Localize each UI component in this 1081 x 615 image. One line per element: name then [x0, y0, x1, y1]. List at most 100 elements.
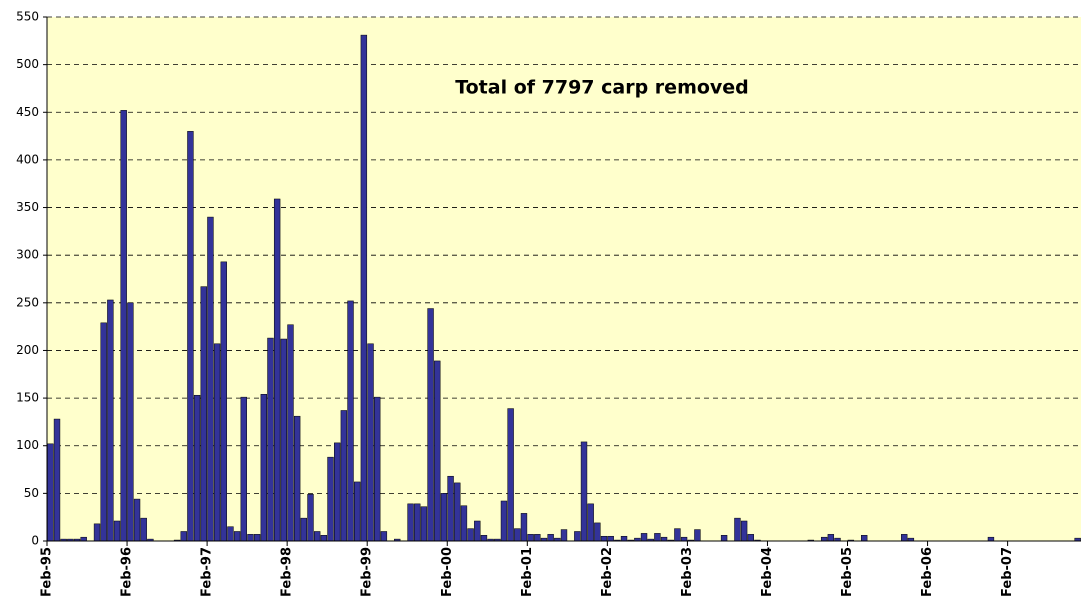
bar — [440, 493, 448, 542]
bar — [253, 534, 261, 542]
x-tick-label: Feb-97 — [200, 547, 215, 597]
bar — [367, 343, 374, 542]
bar — [720, 535, 728, 542]
bar — [694, 529, 701, 542]
bar — [514, 528, 521, 542]
bar — [347, 300, 354, 542]
bar — [360, 34, 368, 542]
bar — [287, 324, 294, 542]
bar — [300, 517, 308, 542]
bar — [740, 520, 748, 542]
y-tick-label: 350 — [16, 200, 39, 214]
x-tick-label: Feb-98 — [280, 547, 295, 597]
bar — [414, 503, 421, 542]
bar — [620, 535, 628, 542]
bar — [207, 216, 214, 542]
bar — [260, 394, 267, 542]
bar — [734, 517, 741, 542]
bar — [600, 535, 608, 542]
bar — [100, 322, 107, 542]
bar — [374, 396, 381, 542]
bar — [527, 534, 534, 542]
bar — [861, 535, 868, 542]
y-tick-label: 150 — [16, 391, 39, 405]
bar — [80, 536, 87, 542]
bar — [140, 517, 147, 542]
x-tick-label: Feb-99 — [360, 547, 375, 597]
bar — [334, 442, 341, 542]
x-tick-label: Feb-05 — [840, 547, 855, 597]
bar — [654, 533, 661, 542]
bar — [560, 529, 568, 542]
bar — [200, 286, 207, 542]
y-tick-label: 450 — [16, 105, 39, 119]
bar — [434, 360, 441, 542]
bar — [427, 308, 434, 542]
bar — [547, 534, 554, 542]
bar — [187, 131, 194, 542]
bar — [180, 531, 187, 542]
bar — [273, 198, 281, 542]
bar — [660, 536, 668, 542]
x-tick-label: Feb-03 — [680, 547, 695, 597]
x-tick-label: Feb-04 — [760, 547, 775, 597]
bar — [820, 536, 828, 542]
x-tick-label: Feb-07 — [1000, 547, 1015, 597]
bar — [574, 531, 581, 542]
bar — [113, 520, 121, 542]
y-tick-label: 50 — [24, 486, 39, 500]
bar — [193, 394, 201, 542]
bar — [320, 535, 328, 542]
bar — [901, 534, 908, 542]
bar — [380, 531, 388, 542]
bar — [680, 536, 688, 542]
bar — [53, 418, 61, 542]
bar — [240, 396, 247, 542]
bar — [247, 534, 254, 542]
bar — [534, 534, 541, 542]
bar — [827, 534, 835, 542]
bar — [447, 475, 454, 542]
bar — [127, 302, 134, 542]
x-tick-label: Feb-02 — [600, 547, 615, 597]
bar — [354, 481, 361, 542]
bar — [460, 505, 468, 542]
bar — [307, 494, 314, 542]
bar — [420, 506, 428, 542]
y-tick-label: 400 — [16, 152, 39, 166]
bar — [520, 513, 528, 542]
bar — [454, 482, 461, 542]
x-tick-label: Feb-06 — [920, 547, 935, 597]
bar — [474, 520, 481, 542]
y-tick-label: 500 — [16, 57, 39, 71]
bar — [93, 523, 101, 542]
y-tick-label: 0 — [31, 534, 39, 548]
bar — [580, 441, 588, 542]
bar — [607, 535, 614, 542]
bar — [133, 498, 141, 542]
y-tick-label: 250 — [16, 295, 39, 309]
bar — [594, 522, 601, 542]
x-tick-label: Feb-95 — [40, 547, 55, 597]
bar — [747, 534, 754, 542]
bar — [500, 500, 508, 542]
bar — [507, 408, 514, 542]
bar — [47, 443, 54, 542]
bar — [340, 410, 348, 542]
y-tick-label: 100 — [16, 438, 39, 452]
bar — [407, 503, 414, 542]
bar — [107, 299, 114, 542]
x-tick-label: Feb-00 — [440, 547, 455, 597]
bar — [674, 528, 681, 542]
bar — [987, 536, 995, 542]
bar — [467, 528, 474, 542]
x-tick-label: Feb-96 — [120, 547, 135, 597]
bar — [587, 503, 594, 542]
bar — [267, 337, 274, 542]
bar — [640, 533, 648, 542]
y-tick-label: 300 — [16, 248, 39, 262]
bar — [293, 415, 301, 542]
x-tick-label: Feb-01 — [520, 547, 535, 597]
bar — [280, 338, 288, 542]
